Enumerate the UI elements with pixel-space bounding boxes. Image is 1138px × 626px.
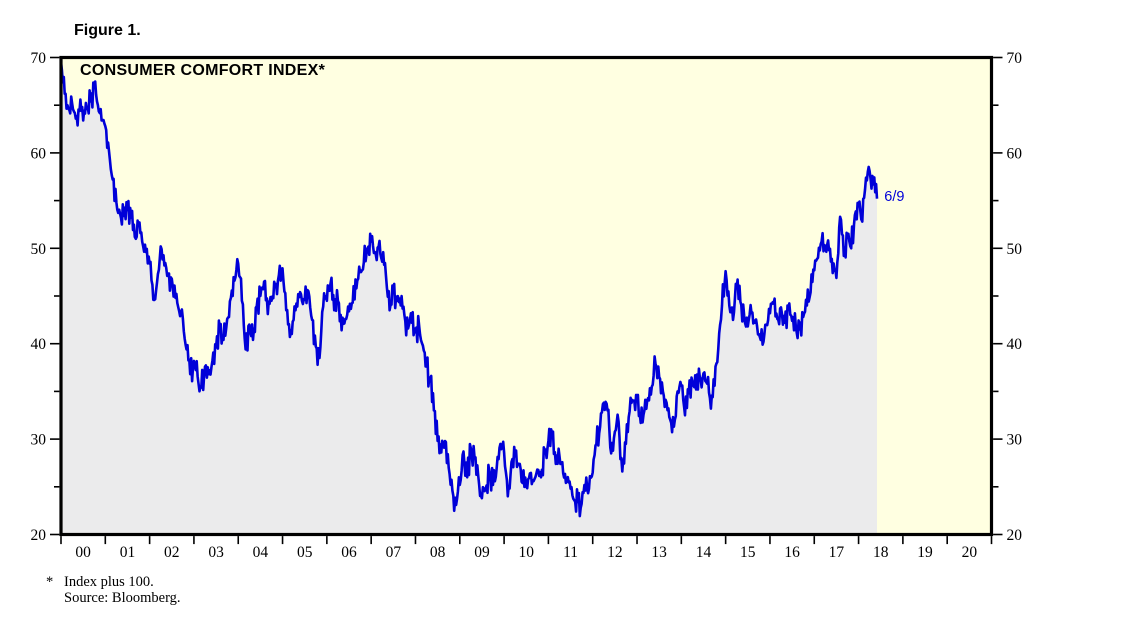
y-axis-tick-label: 50 <box>1007 241 1023 258</box>
y-axis-tick-label: 70 <box>1007 50 1023 67</box>
y-axis-tick-label: 30 <box>31 432 47 449</box>
x-axis-tick-label: 20 <box>962 544 978 561</box>
comfort-index-line <box>59 62 879 518</box>
x-axis-tick-label: 06 <box>341 544 357 561</box>
x-axis-tick-label: 09 <box>474 544 490 561</box>
chart-title: CONSUMER COMFORT INDEX* <box>80 62 326 79</box>
x-axis-tick-label: 04 <box>253 544 269 561</box>
x-axis-tick-label: 18 <box>873 544 889 561</box>
x-axis-tick-label: 14 <box>696 544 712 561</box>
x-axis-tick-label: 08 <box>430 544 446 561</box>
source-text: Source: Bloomberg. <box>64 589 181 606</box>
x-axis-tick-label: 15 <box>740 544 756 561</box>
x-axis-tick-label: 13 <box>651 544 667 561</box>
footnotes: * Index plus 100. Source: Bloomberg. <box>46 574 181 606</box>
x-axis-tick-label: 05 <box>297 544 313 561</box>
plot-border <box>59 55 994 537</box>
x-axis-tick-label: 11 <box>563 544 578 561</box>
y-axis-tick-label: 20 <box>1007 527 1023 544</box>
x-axis-tick-label: 10 <box>519 544 535 561</box>
y-axis-tick-label: 40 <box>31 336 47 353</box>
x-axis-tick-label: 00 <box>75 544 91 561</box>
y-axis-tick-label: 30 <box>1007 432 1023 449</box>
x-axis-tick-label: 12 <box>607 544 623 561</box>
figure-label: Figure 1. <box>74 22 141 39</box>
x-axis-tick-label: 17 <box>829 544 845 561</box>
y-axis-tick-label: 60 <box>1007 145 1023 162</box>
y-axis-tick-label: 40 <box>1007 336 1023 353</box>
y-axis-tick-label: 20 <box>31 527 47 544</box>
x-axis-tick-label: 01 <box>120 544 136 561</box>
y-axis-tick-label: 70 <box>31 50 47 67</box>
x-axis-tick-label: 16 <box>784 544 800 561</box>
y-axis-tick-label: 60 <box>31 145 47 162</box>
y-axis-tick-label: 50 <box>31 241 47 258</box>
comfort-index-area <box>61 62 877 535</box>
x-axis-tick-label: 03 <box>208 544 224 561</box>
footnote-marker: * <box>46 574 54 590</box>
x-axis-tick-label: 02 <box>164 544 180 561</box>
date-annotation: 6/9 <box>884 189 904 205</box>
footnote-text: Index plus 100. <box>64 574 154 590</box>
x-axis-tick-label: 07 <box>386 544 402 561</box>
x-axis-tick-label: 19 <box>917 544 933 561</box>
